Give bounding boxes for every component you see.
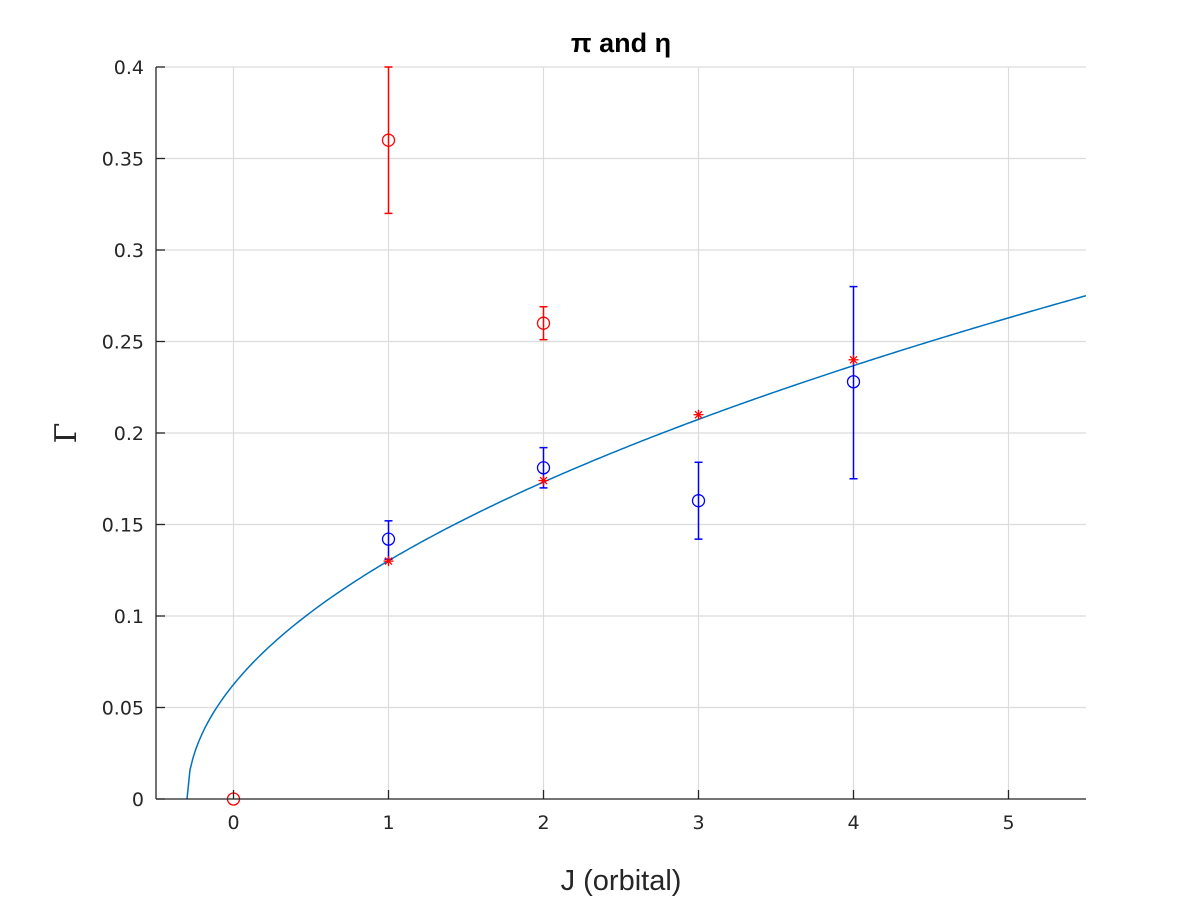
y-tick-label: 0 — [132, 789, 144, 811]
y-tick-label: 0.4 — [114, 57, 144, 79]
y-tick-label: 0.15 — [102, 515, 144, 537]
x-tick-label: 4 — [847, 812, 859, 834]
tick-label-layer: 0 1 2 3 4 5 0 0.05 0.1 0.15 0.2 0.25 0.3 0.35 0.4 — [102, 57, 1015, 834]
asterisk-point — [693, 409, 704, 420]
x-tick-label: 5 — [1002, 812, 1014, 834]
asterisk-stroke — [539, 476, 548, 485]
grid-layer — [156, 66, 1086, 800]
asterisk-point — [848, 354, 859, 365]
axes-layer — [155, 66, 1086, 800]
fit-curve-layer — [186, 294, 1086, 799]
x-tick-label: 1 — [382, 812, 394, 834]
asterisk-stroke — [384, 557, 393, 566]
y-tick-label: 0.05 — [102, 698, 144, 720]
data-point — [381, 133, 396, 147]
x-tick-label: 3 — [692, 812, 704, 834]
y-tick-label: 0.2 — [114, 423, 144, 445]
x-tick-label: 2 — [537, 812, 549, 834]
asterisk-point — [538, 475, 549, 486]
y-tick-label: 0.35 — [102, 149, 144, 171]
data-point — [691, 494, 706, 508]
data-point — [536, 461, 551, 475]
asterisk-stroke — [849, 355, 858, 364]
y-tick-label: 0.3 — [114, 240, 144, 262]
y-axis-label: Γ — [49, 423, 84, 444]
y-tick-label: 0.1 — [114, 606, 144, 628]
data-point — [536, 316, 551, 330]
y-tick-label: 0.25 — [102, 332, 144, 354]
data-point — [846, 375, 861, 389]
fit-curve — [186, 294, 1086, 799]
chart-title: π and η — [571, 28, 671, 58]
asterisk-stroke — [694, 410, 703, 419]
asterisk-point — [383, 556, 394, 567]
x-axis-label: J (orbital) — [561, 865, 682, 897]
marks-layer — [226, 66, 861, 806]
data-point — [381, 532, 396, 546]
x-tick-label: 0 — [227, 812, 239, 834]
